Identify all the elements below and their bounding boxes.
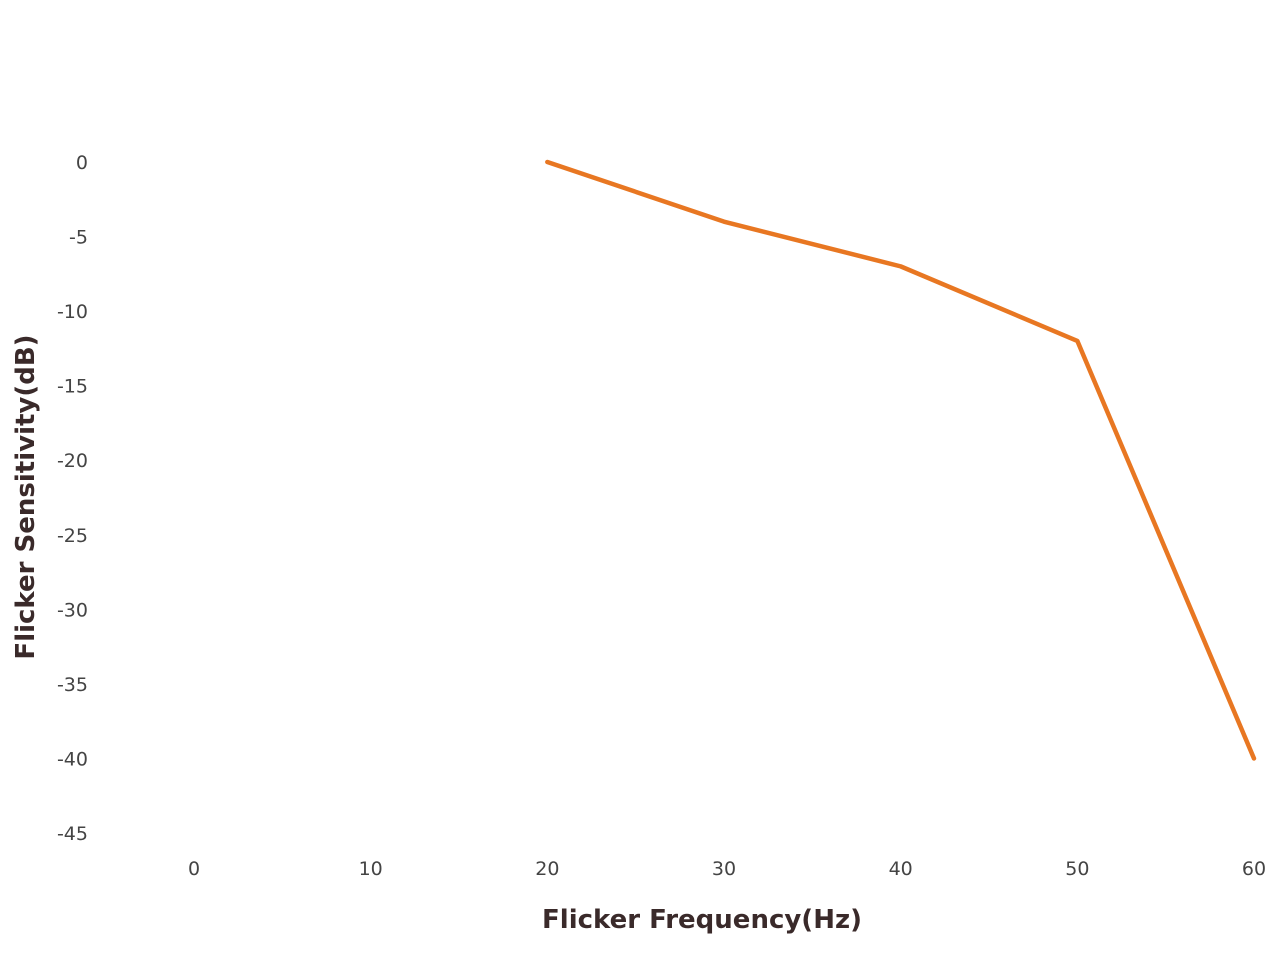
series-line [545, 159, 1257, 761]
x-tick-label: 40 [889, 858, 913, 880]
x-tick-label: 60 [1242, 858, 1266, 880]
x-tick-label: 10 [359, 858, 383, 880]
x-tick-label: 20 [535, 858, 559, 880]
y-tick-label: -30 [57, 599, 88, 621]
y-tick-label: 0 [76, 152, 88, 174]
y-tick-label: -15 [57, 376, 88, 398]
y-tick-label: -45 [57, 823, 88, 845]
y-tick-label: -20 [57, 450, 88, 472]
x-tick-label: 0 [188, 858, 200, 880]
y-tick-label: -40 [57, 748, 88, 770]
x-tick-label: 50 [1065, 858, 1089, 880]
series-group [545, 159, 1257, 761]
y-tick-label: -25 [57, 525, 88, 547]
y-tick-label: -35 [57, 674, 88, 696]
x-tick-label: 30 [712, 858, 736, 880]
y-axis-ticks: 0 -5 -10 -15 -20 -25 -30 -35 -40 -45 [57, 152, 88, 845]
y-tick-label: -5 [69, 227, 88, 249]
y-tick-label: -10 [57, 301, 88, 323]
x-axis-ticks: 0 10 20 30 40 50 60 [188, 858, 1266, 880]
x-axis-label: Flicker Frequency(Hz) [542, 905, 862, 935]
y-axis-label: Flicker Sensitivity(dB) [11, 334, 41, 659]
